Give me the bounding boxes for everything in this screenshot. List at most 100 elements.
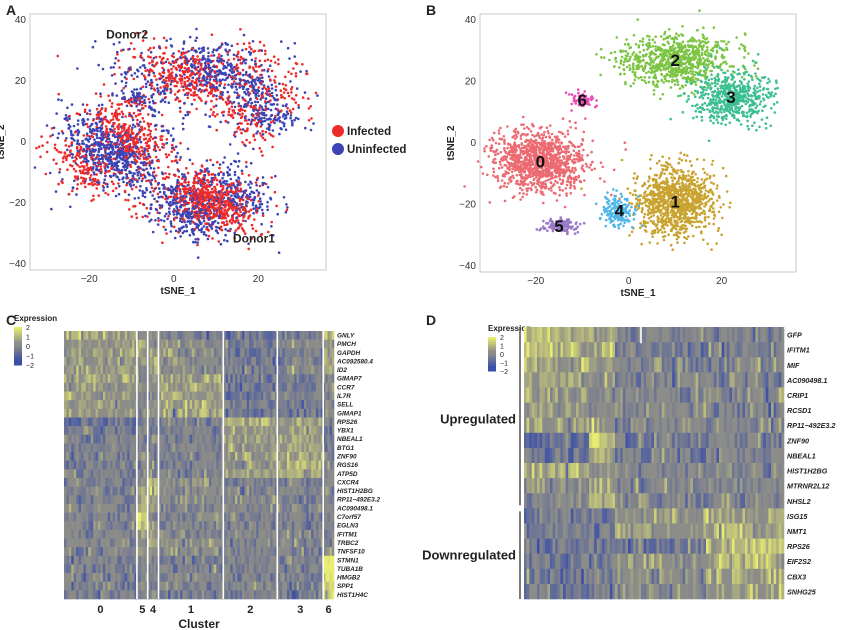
scatter-point — [176, 179, 180, 182]
scatter-point — [177, 227, 181, 230]
scatter-point — [293, 55, 297, 58]
scatter-point — [125, 100, 129, 103]
scatter-point-cluster-0 — [494, 153, 497, 156]
scatter-point — [121, 126, 125, 129]
scatter-point — [148, 61, 151, 65]
scatter-point — [72, 160, 75, 163]
scatter-point — [263, 86, 266, 89]
scatter-point — [121, 139, 125, 142]
scatter-point-cluster-0 — [492, 158, 495, 162]
scatter-point-cluster-0 — [486, 173, 489, 177]
scatter-point-cluster-0 — [516, 160, 520, 163]
scatter-point — [120, 136, 124, 140]
scatter-point — [118, 134, 121, 137]
scatter-point — [199, 90, 203, 94]
scatter-point-cluster-0 — [542, 201, 545, 205]
scatter-point — [194, 201, 198, 204]
scatter-point-cluster-0 — [510, 157, 514, 160]
scatter-point — [236, 183, 240, 186]
scatter-point — [234, 82, 238, 85]
scatter-point — [233, 236, 236, 240]
scatter-point — [213, 214, 217, 218]
scatter-point — [252, 191, 256, 195]
scatter-point — [148, 132, 152, 136]
scatter-point — [88, 135, 91, 138]
scatter-point — [282, 91, 286, 94]
scatter-point — [246, 197, 250, 200]
scatter-point-cluster-0 — [529, 157, 533, 160]
scatter-point — [250, 182, 253, 185]
scatter-point — [102, 181, 106, 184]
scatter-point — [219, 184, 223, 188]
scatter-point-cluster-0 — [534, 147, 538, 151]
scatter-point — [136, 132, 139, 136]
scatter-point — [213, 75, 216, 79]
scatter-point-cluster-0 — [536, 132, 540, 135]
scatter-point — [142, 74, 146, 77]
scatter-point — [151, 174, 154, 177]
scatter-point-cluster-0 — [536, 146, 540, 149]
scatter-point — [199, 64, 203, 67]
scatter-point — [294, 61, 298, 65]
scatter-point-cluster-0 — [503, 138, 506, 142]
scatter-point — [82, 165, 86, 168]
scatter-point — [72, 167, 76, 171]
scatter-point — [181, 122, 185, 126]
scatter-point — [162, 85, 166, 88]
scatter-point — [197, 62, 200, 65]
scatter-point — [121, 146, 124, 150]
scatter-point-cluster-0 — [574, 160, 577, 164]
scatter-point — [172, 148, 176, 151]
scatter-point — [158, 77, 162, 81]
scatter-point — [124, 115, 127, 118]
scatter-point — [193, 177, 196, 180]
scatter-point-cluster-0 — [513, 129, 517, 133]
scatter-point-cluster-0 — [492, 150, 496, 153]
scatter-point — [202, 232, 206, 236]
scatter-point — [215, 226, 219, 229]
scatter-point — [228, 49, 231, 52]
scatter-point-cluster-0 — [502, 155, 505, 159]
scatter-point — [251, 40, 255, 43]
scatter-point — [136, 165, 140, 169]
scatter-point — [199, 212, 202, 215]
scatter-point — [188, 158, 192, 162]
scatter-point — [81, 179, 85, 183]
scatter-point — [155, 143, 158, 147]
scatter-point — [191, 197, 194, 200]
scatter-point-cluster-0 — [540, 160, 544, 163]
scatter-point — [282, 113, 286, 116]
scatter-point — [157, 111, 161, 114]
scatter-point — [94, 157, 98, 160]
scatter-point — [247, 247, 250, 251]
scatter-point — [188, 35, 192, 39]
scatter-point — [290, 86, 294, 89]
scatter-point — [167, 176, 170, 179]
scatter-point — [215, 199, 219, 203]
scatter-point — [35, 146, 38, 150]
scatter-point-cluster-0 — [516, 164, 519, 168]
scatter-point — [301, 63, 304, 66]
scatter-point-cluster-1 — [618, 197, 621, 200]
scatter-point — [242, 105, 246, 108]
scatter-point-cluster-0 — [519, 168, 522, 172]
scatter-point — [266, 70, 270, 73]
scatter-point — [143, 161, 146, 164]
scatter-point — [152, 46, 156, 49]
scatter-point-cluster-0 — [593, 167, 596, 171]
scatter-point — [107, 133, 111, 136]
scatter-point-cluster-0 — [555, 157, 559, 160]
scatter-point-cluster-0 — [567, 176, 570, 179]
scatter-point-cluster-0 — [591, 160, 594, 164]
scatter-point — [164, 172, 167, 175]
scatter-point — [159, 100, 163, 103]
scatter-point — [114, 57, 118, 60]
scatter-point — [83, 181, 86, 185]
scatter-point — [80, 176, 83, 179]
scatter-point-cluster-0 — [560, 142, 563, 145]
scatter-point-cluster-0 — [591, 139, 594, 143]
scatter-point-cluster-0 — [554, 153, 558, 156]
scatter-point-cluster-0 — [520, 160, 524, 164]
scatter-point — [138, 138, 141, 141]
y-tick-label: −20 — [459, 199, 476, 210]
